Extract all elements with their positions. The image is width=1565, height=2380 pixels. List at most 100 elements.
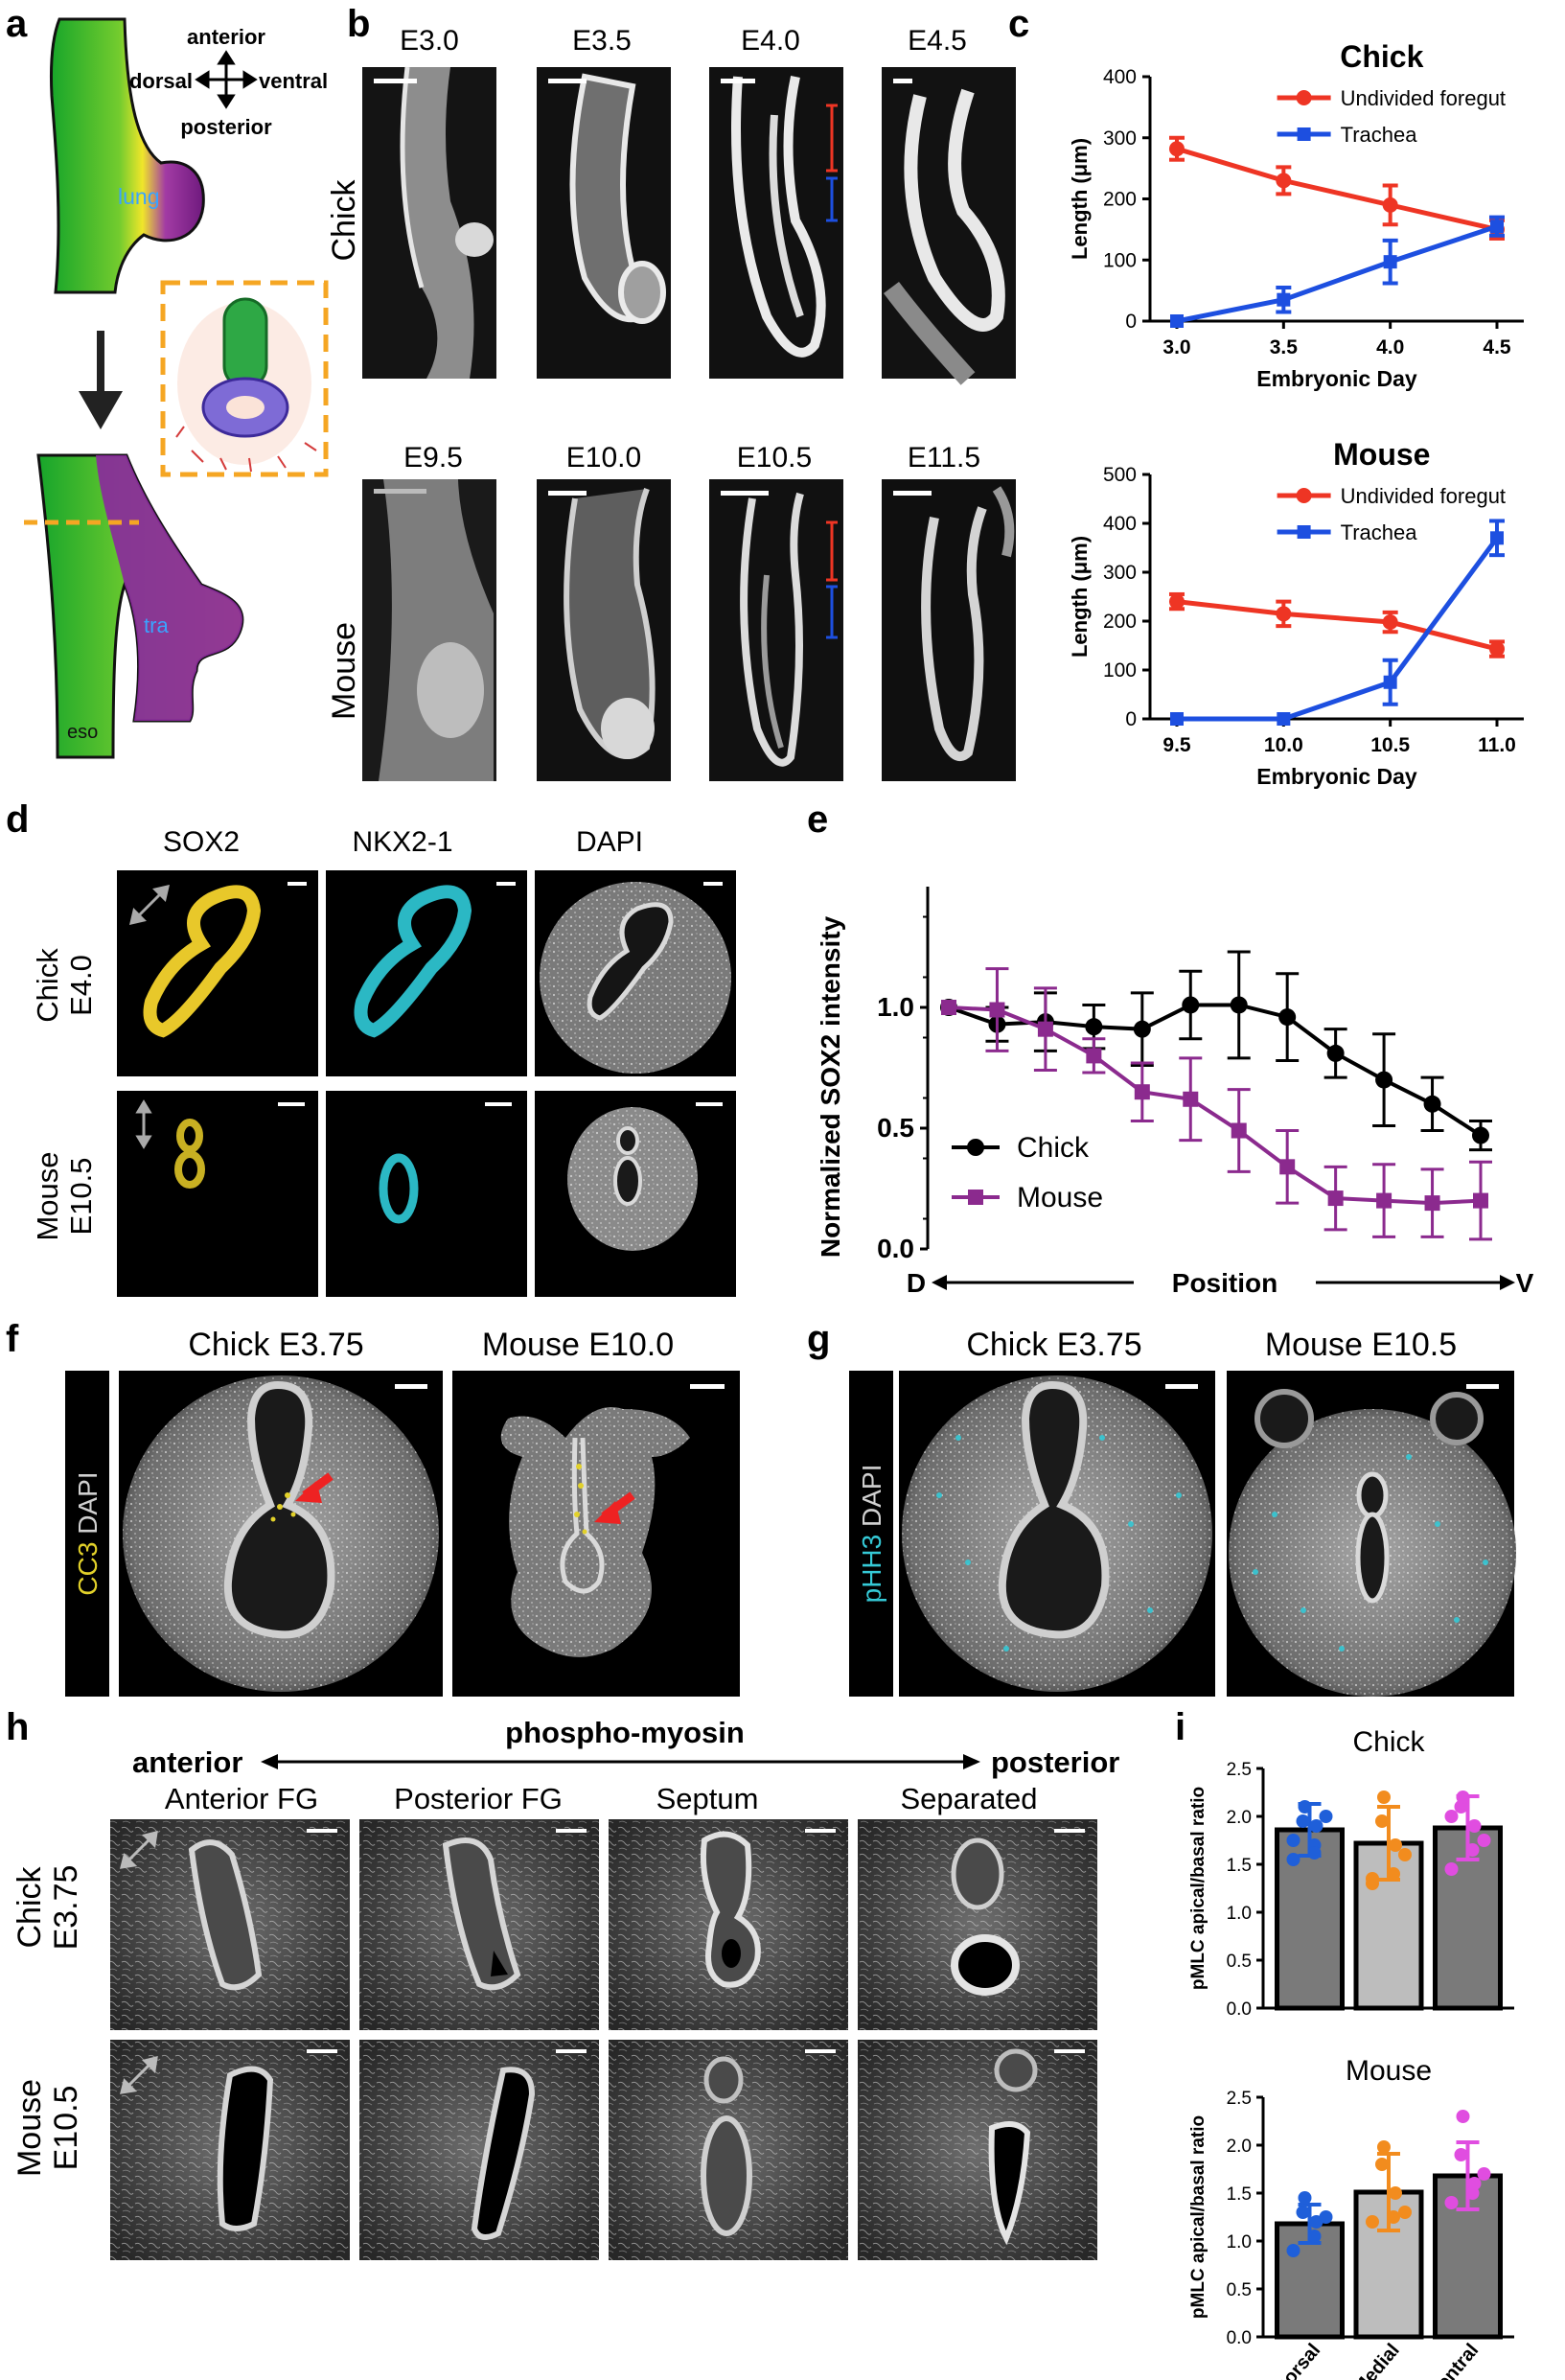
panel-letter-e: e [807, 798, 828, 841]
stage-label-e11-5: E11.5 [908, 442, 980, 474]
chart-i-chick-dot [1377, 1791, 1391, 1804]
label-ventral: ventral [259, 69, 328, 93]
col-label-dapi: DAPI [576, 826, 643, 858]
panel-letter-h: h [6, 1706, 29, 1748]
stage-label-e10-0: E10.0 [566, 442, 641, 474]
chart-e-legend-marker [967, 1139, 984, 1156]
row-label-e10-5-d: E10.5 [64, 1157, 98, 1235]
chart-e-point [1230, 996, 1248, 1014]
chart-c-mouse-legend-marker [1297, 525, 1311, 539]
side-label-phh3-dapi: pHH3 DAPI [857, 1465, 886, 1604]
chick-micrographs [362, 66, 1016, 385]
chart-e-series-line-1 [948, 1005, 1482, 1206]
double-arrow-icon [261, 1754, 980, 1769]
chart-c-chick-legend-label: Trachea [1341, 123, 1418, 147]
chart-i-chick-dot [1387, 1867, 1400, 1881]
chart-c-chick-point [1170, 314, 1184, 328]
chart-c-mouse-point [1276, 606, 1292, 622]
chart-i-mouse-dot [1454, 2148, 1468, 2161]
chart-i-chick-dot [1298, 1800, 1312, 1814]
chart-c-chick-xtick-label: 4.0 [1376, 336, 1404, 358]
chart-i-mouse-category-label: Ventral [1426, 2340, 1484, 2380]
stage-label-e10-5: E10.5 [737, 442, 812, 474]
chart-i-mouse-dot [1398, 2206, 1412, 2219]
label-tra: tra [144, 613, 169, 637]
row-label-e10-5-h: E10.5 [48, 2086, 84, 2171]
chart-e-arrowhead-right [1500, 1275, 1515, 1290]
chart-e-legend-marker [968, 1190, 983, 1205]
chart-c-mouse-ytick-label: 500 [1103, 464, 1137, 486]
chart-c-chick-legend-label: Undivided foregut [1341, 86, 1506, 110]
chart-c-mouse: 0 100 200 300 400 500 9.5 10.0 10.5 11.0 Embryonic… [1068, 437, 1524, 789]
header-phospho-myosin: phospho-myosin [505, 1716, 745, 1749]
row-label-chick-h: Chick [12, 1865, 48, 1948]
chart-i-chick-dot [1465, 1843, 1480, 1857]
chart-i-chick-dot [1467, 1819, 1482, 1833]
chart-c-mouse-point [1489, 641, 1505, 658]
chart-c-chick-point [1277, 292, 1291, 307]
chart-i-mouse-dot [1477, 2167, 1491, 2181]
chart-e-point [1134, 1084, 1150, 1100]
row-label-mouse: Mouse [326, 622, 362, 720]
chart-i-mouse-dot [1286, 2244, 1300, 2257]
label-dorsal: dorsal [129, 69, 193, 93]
chart-e-point [1133, 1020, 1151, 1038]
label-posterior: posterior [180, 115, 272, 139]
chart-c-chick-legend-marker [1297, 127, 1311, 141]
chart-c-chick-ylabel: Length (μm) [1068, 138, 1092, 260]
panel-letter-i: i [1175, 1706, 1185, 1748]
chart-e-point [1279, 1159, 1296, 1175]
chart-e-legend-label: Mouse [1017, 1182, 1103, 1213]
chart-c-mouse-xtick-label: 10.0 [1264, 734, 1303, 756]
chart-e-sox2: 0.0 0.5 1.0 Normalized SOX2 intensity D V Posi… [816, 887, 1534, 1298]
chart-i-mouse-ytick-label: 1.0 [1227, 2232, 1252, 2253]
chart-i-mouse-ytick-label: 0.0 [1227, 2328, 1252, 2348]
chart-i-mouse: 0.0 0.5 1.0 1.5 2.0 2.5 pMLC apical/basal rati… [1188, 2055, 1514, 2380]
chart-c-chick-title: Chick [1340, 39, 1423, 74]
chart-i-chick: 0.0 0.5 1.0 1.5 2.0 2.5 pMLC apical/basal rati… [1188, 1726, 1514, 2020]
chart-c-mouse-ytick-label: 400 [1103, 513, 1137, 535]
chart-c-chick-point [1276, 173, 1292, 189]
chart-i-chick-dot [1444, 1810, 1459, 1823]
col-label-nkx2-1: NKX2-1 [352, 826, 452, 858]
chart-c-mouse-series-line-1 [1177, 536, 1500, 722]
chart-i-mouse-ytick-label: 1.5 [1227, 2184, 1252, 2205]
chart-i-chick-ytick-label: 0.0 [1227, 1999, 1252, 2020]
panel-d: SOX2 NKX2-1 DAPI Chick E4.0 Mouse E10.5 [31, 826, 736, 1297]
chart-c-mouse-point [1277, 712, 1291, 726]
chart-c-mouse-legend-label: Trachea [1341, 520, 1418, 544]
chart-c-mouse-legend-label: Undivided foregut [1341, 484, 1506, 508]
chart-i-chick-dot [1444, 1862, 1459, 1876]
chart-e-point [1473, 1192, 1488, 1209]
mouse-micrographs [362, 479, 1016, 781]
stage-label-e3-0: E3.0 [400, 25, 459, 57]
chart-e-point [1086, 1048, 1102, 1064]
col-label-anterior-fg: Anterior FG [165, 1782, 318, 1815]
chart-c-chick-ytick-label: 100 [1103, 249, 1137, 271]
chart-i-mouse-dot [1456, 2110, 1470, 2123]
foregut-upper [49, 17, 205, 294]
col-label-separated: Separated [900, 1782, 1037, 1815]
chart-e-ytick-label: 0.5 [877, 1113, 914, 1143]
chart-c-chick-point [1169, 141, 1185, 157]
chart-e-ytick-label: 1.0 [877, 992, 914, 1022]
panel-letter-g: g [807, 1318, 830, 1360]
chart-c-mouse-point [1382, 614, 1398, 631]
chart-i-chick-dot [1286, 1834, 1300, 1847]
title-mouse-e10-0-f: Mouse E10.0 [482, 1327, 674, 1363]
chart-e-point [1327, 1190, 1344, 1207]
chart-e-point [1375, 1071, 1393, 1089]
panel-g: pHH3 DAPI Chick E3.75 Mouse E10.5 [849, 1327, 1516, 1697]
chart-i-chick-dot [1398, 1848, 1412, 1861]
chart-i-chick-ytick-label: 1.5 [1227, 1856, 1252, 1876]
label-anterior: anterior [187, 25, 265, 49]
chart-e-ytick-label: 0.0 [877, 1234, 914, 1263]
row-label-chick: Chick [326, 178, 362, 261]
chart-i-mouse-ytick-label: 2.5 [1227, 2089, 1252, 2109]
col-label-sox2: SOX2 [163, 826, 240, 858]
panel-h: phospho-myosin anterior posterior Anteri… [12, 1716, 1119, 2260]
chart-e-legend-label: Chick [1017, 1132, 1090, 1164]
chart-c-mouse-xlabel: Embryonic Day [1256, 764, 1417, 789]
chart-c-mouse-ytick-label: 200 [1103, 611, 1137, 633]
